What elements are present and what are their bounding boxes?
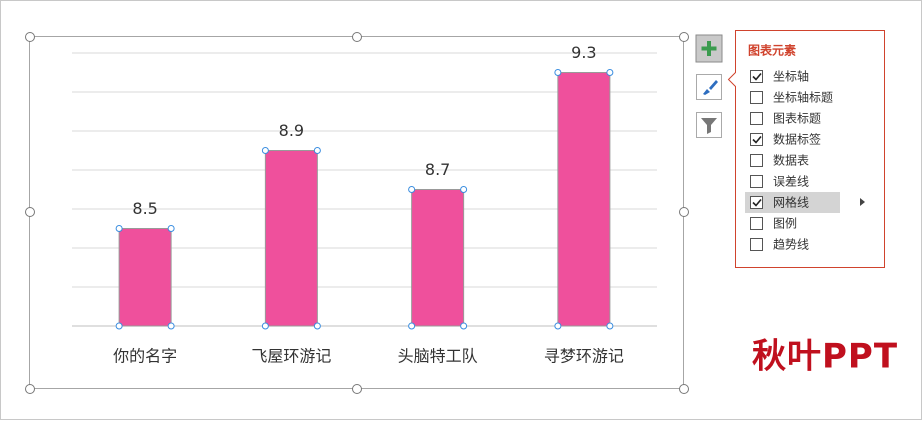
check-mark <box>752 135 762 144</box>
bar-handle <box>313 322 321 330</box>
checkbox[interactable] <box>750 70 763 83</box>
brush-icon <box>703 80 718 95</box>
checkbox[interactable] <box>750 196 763 209</box>
bar-handle <box>606 322 614 330</box>
submenu-arrow <box>860 198 865 206</box>
elements-panel <box>727 30 885 268</box>
bar-handle <box>261 322 269 330</box>
option-label[interactable]: 趋势线 <box>773 238 809 252</box>
style-button[interactable] <box>696 74 722 100</box>
checkbox[interactable] <box>750 112 763 125</box>
plus-icon <box>701 41 717 56</box>
option-label[interactable]: 坐标轴 <box>773 69 809 84</box>
checkbox[interactable] <box>750 175 763 188</box>
checkbox[interactable] <box>750 91 763 104</box>
bar-handle <box>115 225 123 232</box>
bar-handle <box>408 186 416 193</box>
option-label[interactable]: 图表标题 <box>773 112 821 126</box>
option-label[interactable]: 网格线 <box>773 195 809 210</box>
bar-handle <box>606 69 614 76</box>
row-highlight <box>745 192 840 213</box>
bar-handle <box>167 225 175 232</box>
check-mark <box>752 198 762 207</box>
x-tick-label: 你的名字 <box>113 347 177 366</box>
x-tick-label: 寻梦环游记 <box>544 347 624 366</box>
filter-button[interactable] <box>696 112 722 138</box>
bar-handle <box>554 322 562 330</box>
selection-handles <box>25 32 689 394</box>
x-tick-label: 飞屋环游记 <box>251 347 331 366</box>
option-label[interactable]: 数据标签 <box>773 132 821 147</box>
x-tick-label: 头脑特工队 <box>398 347 478 366</box>
watermark: 秋叶PPT <box>752 337 898 377</box>
data-label: 8.5 <box>132 199 157 218</box>
bar[interactable] <box>264 150 318 327</box>
data-label: 8.7 <box>425 160 450 179</box>
bar-handle <box>115 322 123 330</box>
bar[interactable] <box>411 189 465 327</box>
bar-handle <box>313 147 321 154</box>
checkbox[interactable] <box>750 133 763 146</box>
panel-title: 图表元素 <box>748 43 796 58</box>
bar-handle <box>554 69 562 76</box>
check-mark <box>752 72 762 81</box>
filter-icon <box>701 118 717 134</box>
checkbox[interactable] <box>750 238 763 251</box>
bar[interactable] <box>118 228 172 327</box>
checkbox[interactable] <box>750 217 763 230</box>
bar-handle <box>408 322 416 330</box>
bar-handle <box>261 147 269 154</box>
bar-handle <box>460 322 468 330</box>
data-label: 9.3 <box>571 43 596 62</box>
option-label[interactable]: 图例 <box>773 217 797 231</box>
bar[interactable] <box>557 72 611 327</box>
option-label[interactable]: 误差线 <box>773 175 809 189</box>
bar-handle <box>460 186 468 193</box>
data-label: 8.9 <box>279 121 304 140</box>
checkbox[interactable] <box>750 154 763 167</box>
bar-handle <box>167 322 175 330</box>
option-label[interactable]: 数据表 <box>773 153 809 168</box>
option-label[interactable]: 坐标轴标题 <box>773 90 833 105</box>
